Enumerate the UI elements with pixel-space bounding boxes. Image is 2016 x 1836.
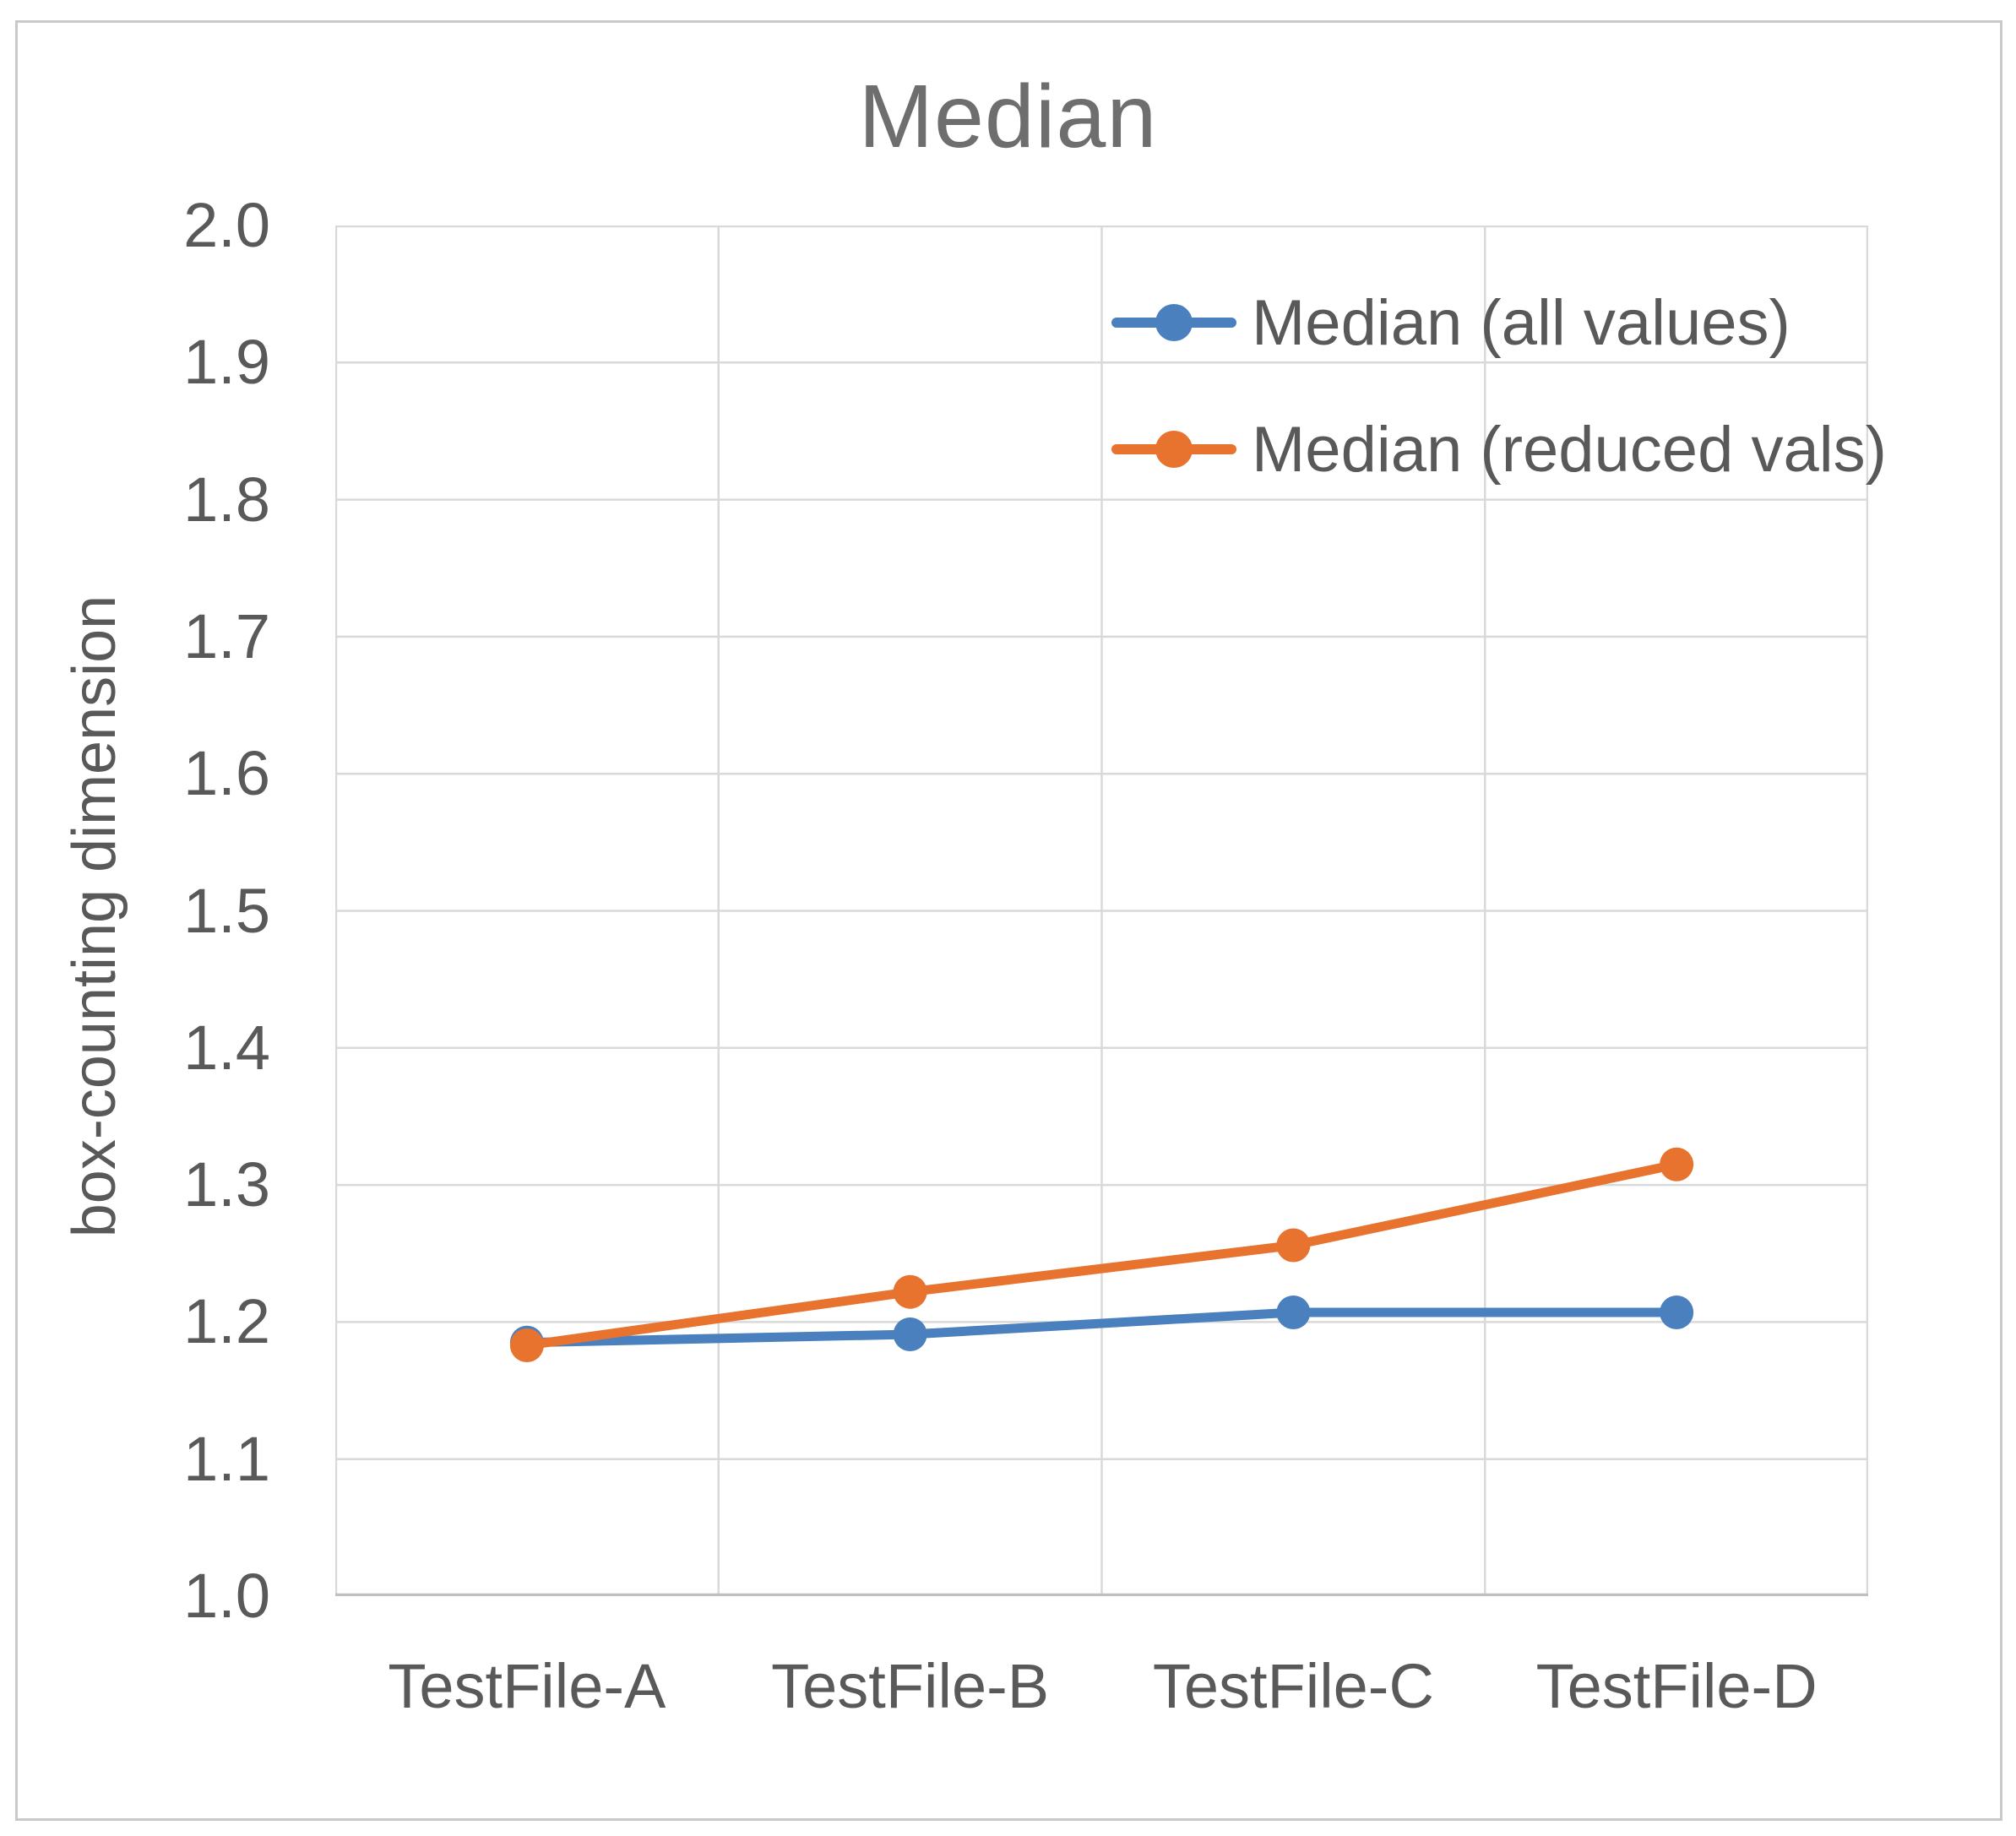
- x-tick-label: TestFile-A: [388, 1651, 666, 1721]
- x-tick-label: TestFile-C: [1152, 1651, 1434, 1721]
- y-tick-label: 1.6: [183, 738, 270, 809]
- legend-label: Median (all values): [1252, 286, 1790, 359]
- y-tick-label: 1.4: [183, 1012, 270, 1083]
- data-point-marker: [1276, 1296, 1311, 1330]
- data-point-marker: [893, 1317, 927, 1352]
- legend-label: Median (reduced vals): [1252, 413, 1887, 486]
- x-tick-label: TestFile-D: [1535, 1651, 1818, 1721]
- legend-item: Median (all values): [1111, 285, 1790, 361]
- x-tick-label: TestFile-B: [771, 1651, 1050, 1721]
- y-tick-label: 1.3: [183, 1149, 270, 1220]
- y-tick-label: 1.7: [183, 600, 270, 671]
- y-tick-label: 1.9: [183, 327, 270, 398]
- data-point-marker: [893, 1274, 927, 1309]
- y-tick-label: 1.2: [183, 1286, 270, 1357]
- y-tick-label: 2.0: [183, 190, 270, 260]
- series-line: [522, 1307, 1682, 1348]
- legend-marker-icon: [1111, 431, 1236, 468]
- legend-item: Median (reduced vals): [1111, 411, 1887, 487]
- data-point-marker: [1276, 1228, 1311, 1263]
- y-tick-label: 1.0: [183, 1561, 270, 1631]
- data-point-marker: [1660, 1296, 1694, 1330]
- y-tick-label: 1.8: [183, 464, 270, 535]
- y-tick-label: 1.5: [183, 875, 270, 946]
- series-line: [522, 1160, 1682, 1350]
- plot-area: [335, 225, 1868, 1596]
- legend-marker-icon: [1111, 304, 1236, 341]
- data-point-marker: [509, 1328, 544, 1362]
- data-point-marker: [1660, 1147, 1694, 1181]
- chart-title: Median: [858, 67, 1158, 166]
- y-tick-label: 1.1: [183, 1423, 270, 1494]
